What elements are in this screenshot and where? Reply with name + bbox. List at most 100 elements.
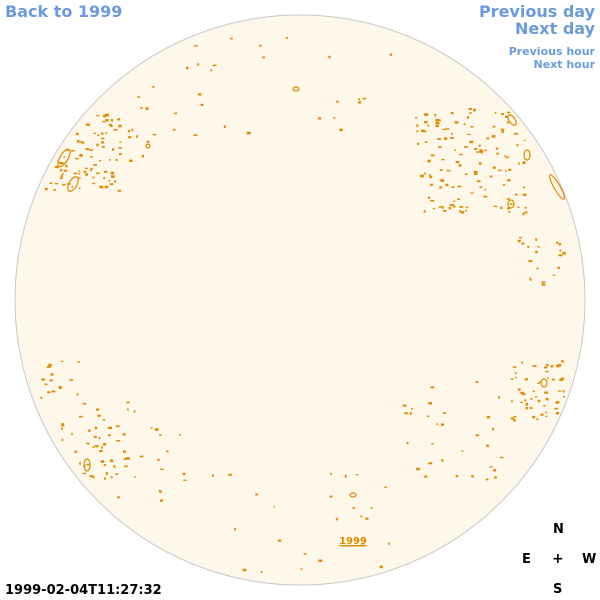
contour-speck: [459, 206, 464, 208]
contour-speck: [491, 135, 496, 138]
contour-speck: [93, 164, 97, 166]
next-day-link[interactable]: Next day: [515, 19, 595, 38]
contour-speck: [544, 391, 549, 394]
contour-speck: [61, 427, 63, 430]
contour-speck: [65, 164, 68, 168]
contour-speck: [108, 426, 112, 429]
contour-speck: [123, 450, 126, 453]
contour-speck: [525, 402, 529, 406]
contour-speck: [443, 209, 447, 212]
contour-speck: [124, 465, 128, 468]
contour-speck: [71, 150, 75, 152]
contour-speck: [47, 391, 51, 394]
contour-speck: [420, 174, 424, 178]
contour-speck: [58, 161, 63, 164]
contour-speck: [193, 45, 198, 47]
contour-speck: [522, 186, 526, 189]
contour-speck: [436, 423, 438, 426]
contour-speck: [492, 166, 496, 169]
compass-west: W: [582, 552, 597, 567]
contour-speck: [559, 378, 563, 381]
contour-speck: [478, 162, 482, 165]
contour-ellipse: [349, 492, 357, 498]
contour-speck: [63, 156, 66, 158]
contour-speck: [507, 179, 511, 182]
contour-speck: [330, 472, 332, 475]
contour-speck: [97, 414, 101, 417]
contour-speck: [508, 211, 511, 213]
contour-speck: [78, 187, 81, 190]
contour-speck: [434, 113, 437, 117]
contour-speck: [559, 249, 562, 252]
contour-speck: [260, 571, 263, 573]
contour-speck: [355, 474, 359, 476]
contour-speck: [85, 148, 90, 150]
year-marker-label[interactable]: 1999: [339, 536, 367, 547]
contour-speck: [507, 111, 511, 114]
compass-north: N: [553, 522, 564, 537]
contour-speck: [75, 157, 79, 160]
contour-speck: [545, 397, 549, 401]
contour-speck: [197, 63, 200, 66]
contour-speck: [116, 496, 120, 499]
contour-speck: [53, 189, 57, 191]
contour-ellipse: [507, 114, 517, 126]
contour-speck: [459, 210, 462, 213]
contour-speck: [467, 116, 469, 119]
contour-speck: [438, 146, 442, 148]
contour-speck: [494, 111, 497, 114]
contour-speck: [75, 132, 79, 136]
contour-speck: [65, 149, 69, 151]
contour-speck: [223, 125, 226, 128]
contour-speck: [508, 168, 512, 171]
contour-speck: [438, 206, 443, 208]
contour-speck: [522, 393, 526, 396]
contour-speck: [44, 383, 48, 386]
contour-speck: [498, 169, 502, 172]
previous-hour-link[interactable]: Previous hour: [508, 45, 595, 58]
contour-speck: [528, 260, 533, 263]
contour-speck: [513, 419, 516, 422]
previous-day-link[interactable]: Previous day: [478, 2, 595, 21]
contour-speck: [62, 173, 64, 175]
contour-speck: [160, 468, 164, 470]
contour-speck: [417, 142, 420, 145]
contour-speck: [469, 112, 472, 114]
contour-ellipse: [57, 148, 71, 168]
contour-speck: [96, 143, 99, 147]
contour-speck: [430, 199, 433, 202]
contour-speck: [113, 465, 116, 468]
contour-speck: [424, 120, 428, 124]
contour-speck: [92, 182, 96, 185]
contour-speck: [77, 177, 81, 179]
contour-speck: [100, 460, 105, 463]
contour-speck: [362, 97, 367, 100]
contour-speck: [558, 242, 562, 246]
back-to-year-link[interactable]: Back to 1999: [5, 2, 123, 21]
contour-speck: [61, 423, 65, 426]
contour-speck: [150, 427, 153, 429]
contour-speck: [470, 126, 474, 128]
contour-speck: [77, 141, 82, 143]
contour-speck: [103, 477, 106, 480]
contour-speck: [152, 86, 155, 88]
contour-speck: [51, 390, 56, 393]
contour-speck: [154, 428, 159, 431]
contour-speck: [517, 206, 520, 208]
contour-speck: [339, 128, 343, 132]
contour-speck: [537, 399, 541, 403]
contour-speck: [474, 173, 478, 176]
contour-speck: [519, 237, 522, 239]
contour-speck: [71, 185, 74, 188]
contour-speck: [246, 131, 251, 135]
contour-speck: [444, 137, 448, 140]
contour-speck: [119, 153, 122, 156]
contour-speck: [82, 472, 87, 474]
next-hour-link[interactable]: Next hour: [533, 58, 596, 71]
contour-speck: [514, 132, 519, 135]
contour-speck: [448, 206, 452, 210]
contour-speck: [522, 212, 525, 216]
contour-speck: [499, 456, 504, 459]
contour-speck: [91, 167, 93, 170]
